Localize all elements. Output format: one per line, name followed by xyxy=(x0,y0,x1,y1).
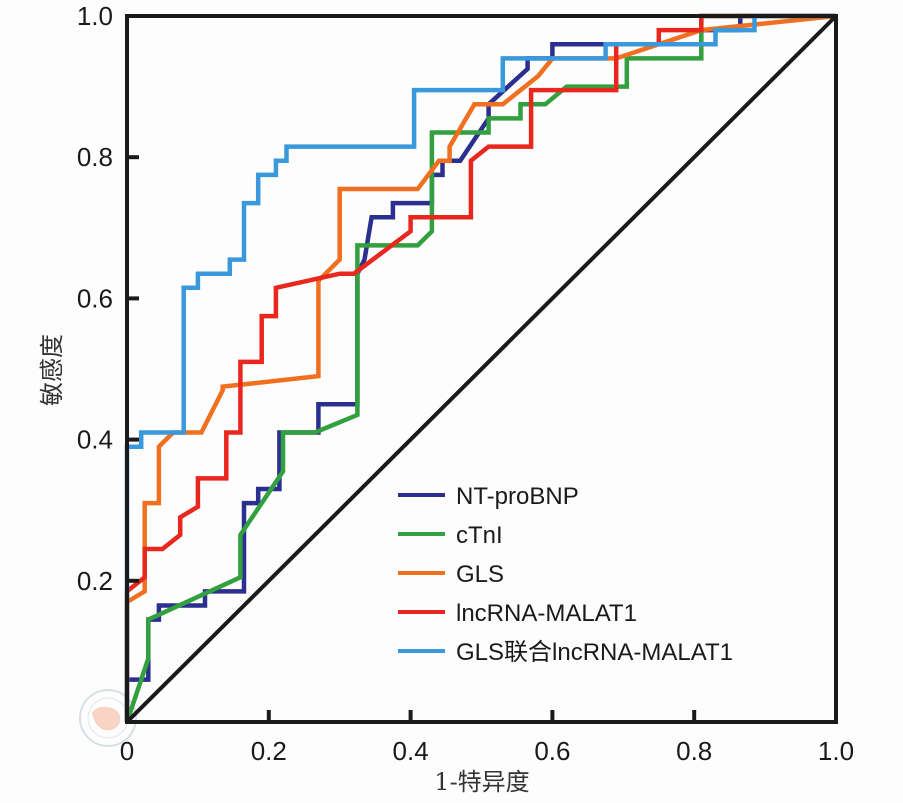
x-axis-ticks: 0 0.2 0.4 0.6 0.8 1.0 xyxy=(120,710,854,766)
legend: NT-proBNP cTnI GLS lncRNA-MALAT1 GLS联合lncRNA… xyxy=(398,483,733,666)
y-tick-label: 1.0 xyxy=(77,1,113,31)
plot-frame xyxy=(125,14,838,724)
legend-label: GLS联合lncRNA-MALAT1 xyxy=(456,639,733,666)
series-line-1 xyxy=(124,13,836,723)
y-axis-title: 敏感度 xyxy=(38,334,66,406)
x-tick-label: 0.8 xyxy=(676,736,712,766)
x-axis-title: 1-特异度 xyxy=(434,768,529,796)
x-tick-label: 1.0 xyxy=(818,736,854,766)
watermark-seal-icon xyxy=(79,689,137,747)
series-layer xyxy=(124,13,837,723)
y-axis-ticks: 0.2 0.4 0.6 0.8 1.0 xyxy=(77,1,139,596)
y-tick-label: 0.8 xyxy=(77,142,113,172)
y-tick-label: 0.6 xyxy=(77,283,113,313)
reference-diagonal-line xyxy=(125,14,838,724)
legend-label: NT-proBNP xyxy=(456,483,579,510)
legend-label: cTnI xyxy=(456,522,503,549)
series-line-2 xyxy=(124,13,837,722)
x-tick-label: 0.2 xyxy=(251,736,287,766)
legend-label: GLS xyxy=(456,561,504,588)
x-tick-label: 0 xyxy=(120,736,134,766)
series-line-4 xyxy=(124,13,836,722)
series-line-3 xyxy=(124,13,836,722)
legend-label: lncRNA-MALAT1 xyxy=(456,600,637,627)
y-tick-label: 0.2 xyxy=(77,566,113,596)
x-tick-label: 0.4 xyxy=(393,736,429,766)
y-tick-label: 0.4 xyxy=(77,425,113,455)
x-tick-label: 0.6 xyxy=(534,736,570,766)
